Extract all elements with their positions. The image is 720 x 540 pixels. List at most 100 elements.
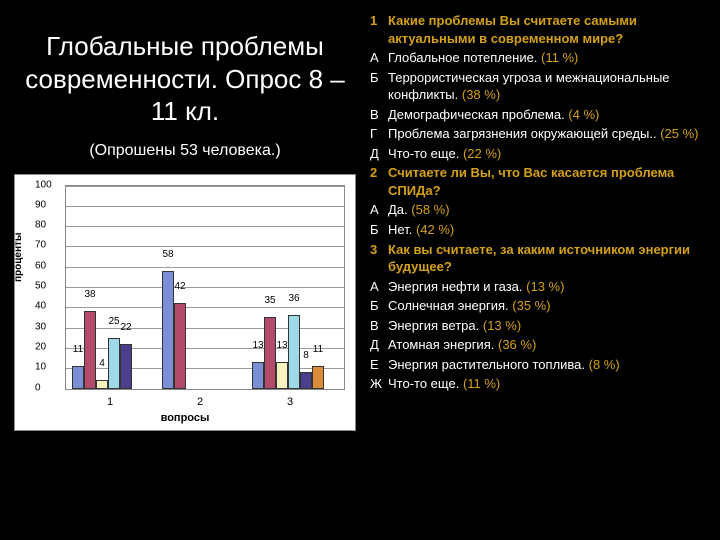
- row-percent: (38 %): [462, 87, 500, 102]
- bar: [312, 366, 324, 388]
- row-letter: Б: [370, 221, 388, 239]
- row-letter: Д: [370, 336, 388, 354]
- bar: [120, 344, 132, 389]
- x-tick: 1: [107, 396, 113, 408]
- bar-value-label: 8: [303, 350, 309, 361]
- row-letter: В: [370, 106, 388, 124]
- row-percent: (13 %): [483, 318, 521, 333]
- row-letter: 2: [370, 164, 388, 199]
- row-text: Энергия нефти и газа. (13 %): [388, 278, 708, 296]
- row-text: Солнечная энергия. (35 %): [388, 297, 708, 315]
- row-letter: Б: [370, 297, 388, 315]
- gridline: [66, 307, 344, 308]
- subtitle: (Опрошены 53 человека.): [89, 142, 280, 160]
- y-tick: 0: [35, 382, 41, 393]
- row-text: Да. (58 %): [388, 201, 708, 219]
- bar-value-label: 36: [288, 293, 299, 304]
- row-text: Атомная энергия. (36 %): [388, 336, 708, 354]
- answer-row: ВДемографическая проблема. (4 %): [370, 106, 708, 124]
- row-percent: (4 %): [568, 107, 599, 122]
- bar: [96, 380, 108, 388]
- row-letter: Ж: [370, 375, 388, 393]
- row-text: Нет. (42 %): [388, 221, 708, 239]
- y-tick: 90: [35, 199, 46, 210]
- chart-plot-area: 113842522584213351336811: [65, 185, 345, 390]
- row-letter: Е: [370, 356, 388, 374]
- row-percent: (25 %): [660, 126, 698, 141]
- questions-panel: 1Какие проблемы Вы считаете самыми актуа…: [370, 0, 720, 540]
- row-text: Считаете ли Вы, что Вас касается проблем…: [388, 164, 708, 199]
- row-text: Что-то еще. (11 %): [388, 375, 708, 393]
- answer-row: БСолнечная энергия. (35 %): [370, 297, 708, 315]
- bar: [252, 362, 264, 388]
- gridline: [66, 186, 344, 187]
- bar: [288, 315, 300, 388]
- row-text: Что-то еще. (22 %): [388, 145, 708, 163]
- row-percent: (8 %): [589, 357, 620, 372]
- bar-value-label: 25: [108, 316, 119, 327]
- bar-value-label: 22: [120, 322, 131, 333]
- row-percent: (11 %): [541, 50, 578, 65]
- slide: Глобальные проблемы современности. Опрос…: [0, 0, 720, 540]
- bar-value-label: 35: [264, 295, 275, 306]
- answer-row: ЖЧто-то еще. (11 %): [370, 375, 708, 393]
- y-tick: 80: [35, 220, 46, 231]
- row-percent: (36 %): [498, 337, 536, 352]
- page-title: Глобальные проблемы современности. Опрос…: [10, 30, 360, 128]
- answer-row: АДа. (58 %): [370, 201, 708, 219]
- row-text: Как вы считаете, за каким источником эне…: [388, 241, 708, 276]
- row-letter: 1: [370, 12, 388, 47]
- row-text: Энергия ветра. (13 %): [388, 317, 708, 335]
- bar-value-label: 38: [84, 289, 95, 300]
- y-tick: 30: [35, 321, 46, 332]
- y-tick: 100: [35, 179, 52, 190]
- question-row: 1Какие проблемы Вы считаете самыми актуа…: [370, 12, 708, 47]
- bar: [72, 366, 84, 388]
- answer-row: БНет. (42 %): [370, 221, 708, 239]
- row-letter: Г: [370, 125, 388, 143]
- bar-value-label: 4: [99, 358, 105, 369]
- answer-row: ВЭнергия ветра. (13 %): [370, 317, 708, 335]
- x-axis-label: вопросы: [15, 412, 355, 424]
- answer-row: БТеррористическая угроза и межнациональн…: [370, 69, 708, 104]
- row-text: Террористическая угроза и межнациональны…: [388, 69, 708, 104]
- row-percent: (22 %): [463, 146, 501, 161]
- y-tick: 20: [35, 341, 46, 352]
- row-percent: (42 %): [416, 222, 454, 237]
- row-text: Глобальное потепление. (11 %): [388, 49, 708, 67]
- y-tick: 10: [35, 362, 46, 373]
- bar: [264, 317, 276, 388]
- y-tick: 50: [35, 281, 46, 292]
- answer-row: ДЧто-то еще. (22 %): [370, 145, 708, 163]
- row-letter: В: [370, 317, 388, 335]
- question-row: 3Как вы считаете, за каким источником эн…: [370, 241, 708, 276]
- bar-value-label: 11: [313, 344, 323, 355]
- question-row: 2Считаете ли Вы, что Вас касается пробле…: [370, 164, 708, 199]
- row-letter: Б: [370, 69, 388, 104]
- row-letter: А: [370, 201, 388, 219]
- bar: [84, 311, 96, 388]
- row-letter: А: [370, 278, 388, 296]
- row-text: Энергия растительного топлива. (8 %): [388, 356, 708, 374]
- y-tick: 40: [35, 301, 46, 312]
- gridline: [66, 328, 344, 329]
- row-text: Демографическая проблема. (4 %): [388, 106, 708, 124]
- row-letter: Д: [370, 145, 388, 163]
- answer-row: АЭнергия нефти и газа. (13 %): [370, 278, 708, 296]
- answer-row: ДАтомная энергия. (36 %): [370, 336, 708, 354]
- answer-row: ГПроблема загрязнения окружающей среды..…: [370, 125, 708, 143]
- row-text: Проблема загрязнения окружающей среды.. …: [388, 125, 708, 143]
- row-percent: (11 %): [463, 376, 500, 391]
- bar: [276, 362, 288, 388]
- x-tick: 3: [287, 396, 293, 408]
- left-panel: Глобальные проблемы современности. Опрос…: [0, 0, 370, 540]
- bar: [174, 303, 186, 388]
- answer-row: АГлобальное потепление. (11 %): [370, 49, 708, 67]
- bar-value-label: 42: [174, 281, 185, 292]
- gridline: [66, 287, 344, 288]
- bar-value-label: 13: [276, 340, 287, 351]
- gridline: [66, 246, 344, 247]
- bar: [300, 372, 312, 388]
- row-text: Какие проблемы Вы считаете самыми актуал…: [388, 12, 708, 47]
- row-letter: А: [370, 49, 388, 67]
